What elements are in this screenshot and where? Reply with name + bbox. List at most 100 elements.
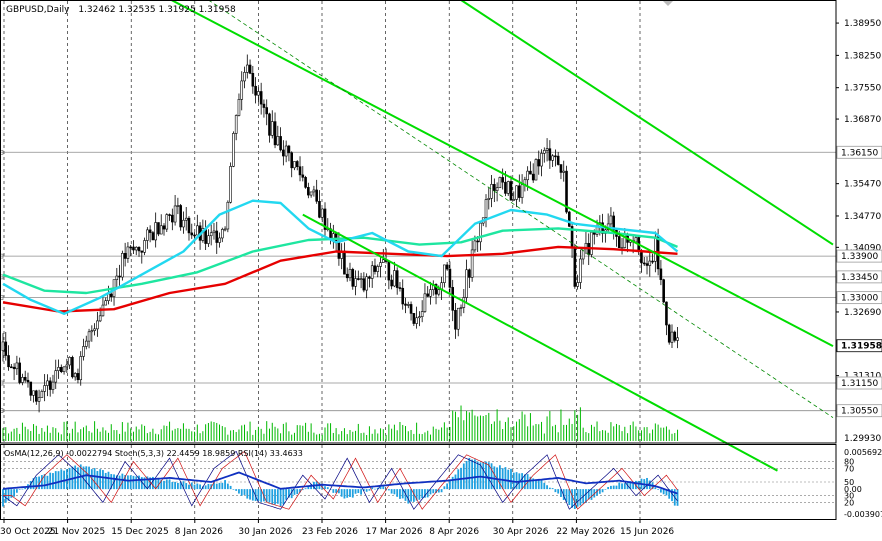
volume-bar [335, 428, 337, 441]
volume-bar [396, 430, 398, 441]
volume-bar [24, 426, 26, 441]
osma-bar [340, 489, 343, 497]
volume-bar [227, 434, 229, 441]
candle-body [640, 251, 643, 264]
osma-bar [304, 488, 307, 490]
osma-bar [493, 466, 496, 490]
osma-bar [671, 489, 673, 502]
symbol-label: GBPUSD,Daily [6, 5, 70, 15]
volume-bar [266, 421, 268, 441]
candle-body [32, 390, 35, 396]
osma-bar [510, 468, 512, 490]
volume-bar [338, 434, 340, 441]
candle-body [501, 177, 504, 183]
volume-bar [116, 430, 118, 441]
osma-bar [171, 482, 174, 490]
osma-bar [568, 489, 571, 506]
candle-body [251, 72, 255, 87]
osma-bar [548, 487, 551, 490]
candle-body [540, 152, 543, 167]
volume-bar [527, 426, 529, 441]
volume-bar [377, 433, 379, 441]
candle-body [59, 367, 63, 372]
volume-bar [499, 420, 501, 441]
osma-bar [176, 482, 179, 490]
osma-bar [204, 485, 207, 490]
candle-body [434, 284, 438, 295]
volume-bar [52, 427, 54, 441]
volume-bar [316, 434, 318, 441]
osma-bar [85, 466, 88, 490]
volume-bar [166, 425, 168, 441]
volume-bar [132, 431, 134, 441]
candle-body [318, 201, 321, 218]
volume-bar [330, 423, 332, 441]
candle-body [487, 198, 491, 200]
osma-bar [307, 486, 310, 490]
oscillator-axis-label: 50 [844, 478, 854, 487]
osma-bar [632, 482, 635, 490]
candle-body [207, 235, 210, 244]
candle-body [529, 170, 532, 175]
candle-body [51, 381, 55, 390]
volume-bar [157, 434, 159, 441]
candle-body [140, 250, 144, 253]
candle-body [1, 341, 5, 352]
candle-body [159, 225, 163, 235]
x-tick-label: 15 Dec 2025 [111, 527, 169, 537]
candle-body [157, 222, 160, 235]
candle-body [29, 381, 33, 396]
candle-body [187, 217, 191, 234]
volume-bar [110, 424, 112, 441]
volume-bar [169, 421, 171, 441]
candle-body [4, 341, 8, 356]
volume-bar [235, 431, 237, 441]
osma-bar [88, 466, 90, 490]
volume-bar [124, 431, 126, 441]
volume-bar [210, 421, 212, 441]
volume-bar [585, 432, 587, 441]
candle-body [612, 215, 616, 231]
level-price-box [836, 249, 882, 263]
candle-body [393, 270, 396, 287]
osma-bar [579, 489, 582, 506]
osma-bar [15, 489, 18, 493]
osma-bar [565, 489, 568, 503]
candle-body [562, 170, 566, 173]
volume-bar [238, 429, 240, 441]
osma-bar [368, 489, 371, 491]
volume-bar [463, 420, 465, 441]
osma-bar [246, 489, 249, 499]
candle-body [556, 155, 560, 165]
oscillator-frame [0, 444, 837, 520]
current-price-box [836, 339, 882, 353]
volume-bar [485, 415, 487, 441]
volume-bar [615, 423, 617, 441]
osma-bar [115, 475, 118, 490]
volume-bar [35, 425, 37, 441]
osma-bar [393, 489, 396, 495]
volume-bar [543, 433, 545, 441]
x-tick-label: 8 Apr 2026 [429, 527, 479, 537]
candle-body [154, 222, 157, 241]
candle-body [109, 293, 113, 297]
volume-bar [479, 415, 481, 441]
level-marker [0, 274, 4, 280]
ohlc-label: 1.32462 1.32535 1.31925 1.31958 [78, 5, 236, 15]
osma-bar [612, 485, 615, 490]
moving-average-line [2, 199, 679, 315]
candle-body [545, 148, 549, 151]
volume-bar [588, 433, 590, 441]
volume-bar [277, 428, 279, 441]
volume-bar [55, 428, 57, 441]
volume-bar [141, 424, 143, 441]
volume-bar [66, 421, 68, 441]
volume-bar [285, 422, 287, 441]
moving-average-line [2, 227, 678, 295]
volume-bar [380, 428, 382, 441]
level-marker [0, 295, 4, 300]
osma-bar [354, 489, 357, 494]
volume-bar [652, 429, 654, 441]
osma-bar [218, 482, 221, 490]
candle-body [354, 278, 357, 287]
